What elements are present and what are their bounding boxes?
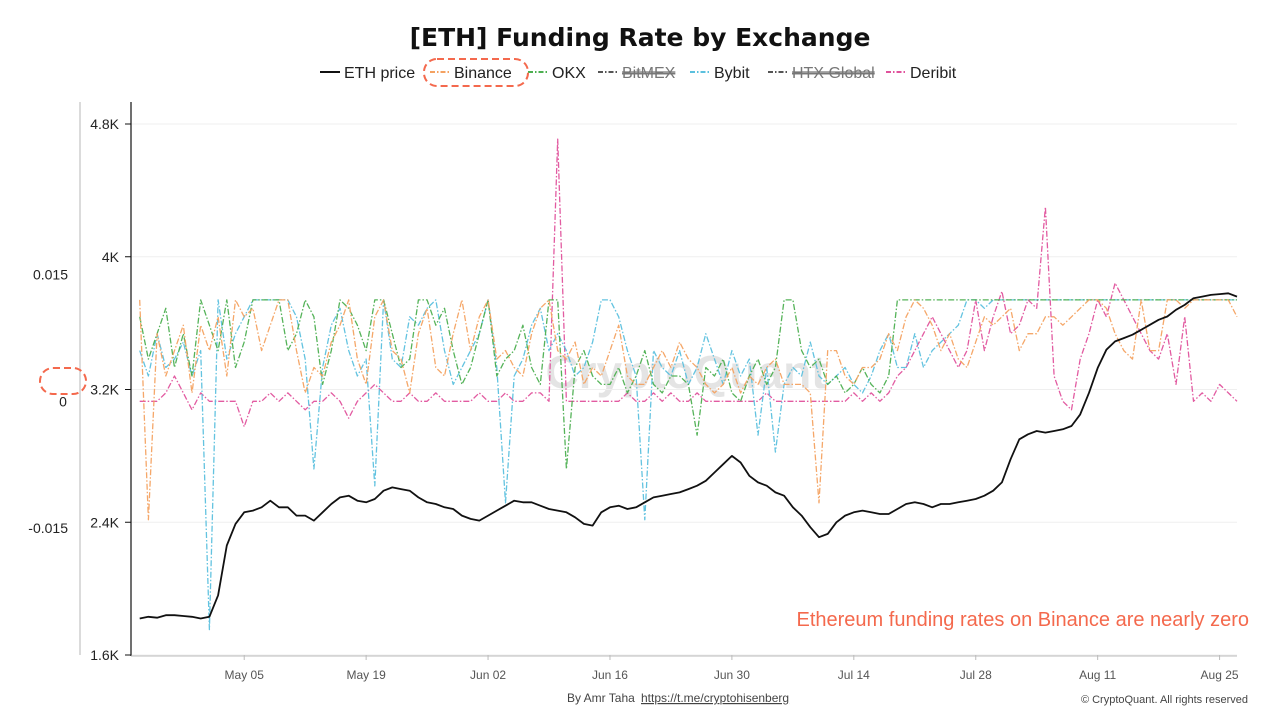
credit-link[interactable]: https://t.me/cryptohisenberg: [641, 691, 789, 705]
funding-tick-label: 0: [59, 393, 67, 409]
legend-label: Bybit: [714, 65, 750, 82]
legend-item-eth-price[interactable]: ETH price: [320, 65, 415, 82]
funding-tick-label: 0.015: [33, 267, 68, 283]
legend-item-okx[interactable]: OKX: [528, 65, 586, 82]
chart-title: [ETH] Funding Rate by Exchange: [410, 23, 871, 52]
x-tick-label: Jun 16: [592, 668, 628, 682]
legend-label: BitMEX: [622, 65, 676, 82]
funding-tick-label: -0.015: [28, 520, 68, 536]
copyright-text: © CryptoQuant. All rights reserved: [1081, 694, 1248, 706]
credit-text: By Amr Taha: [567, 691, 635, 705]
price-axis: 1.6K 2.4K 3.2K 4K 4.8K: [90, 116, 131, 663]
series-lines: [139, 138, 1238, 631]
series-line-eth-price: [139, 292, 1238, 620]
legend-item-deribit[interactable]: Deribit: [886, 65, 957, 82]
legend-label: Binance: [454, 65, 512, 82]
price-tick-label: 4K: [102, 249, 120, 265]
legend-label: OKX: [552, 65, 586, 82]
x-tick-label: May 05: [225, 668, 265, 682]
grid-lines: [131, 123, 1237, 656]
chart-legend: ETH price Binance OKX BitMEX Bybit HTX Global…: [320, 65, 957, 82]
series-line-okx: [139, 299, 1237, 470]
x-tick-label: Jul 14: [838, 668, 870, 682]
price-tick-label: 4.8K: [90, 116, 119, 132]
price-tick-label: 1.6K: [90, 647, 119, 663]
series-line-binance: [139, 299, 1238, 521]
series-line-deribit: [139, 138, 1238, 428]
legend-label: ETH price: [344, 65, 415, 82]
x-tick-label: May 19: [346, 668, 386, 682]
legend-label: HTX Global: [792, 65, 875, 82]
binance-highlight-ring: [423, 58, 529, 87]
legend-item-binance[interactable]: Binance: [430, 65, 512, 82]
legend-item-bybit[interactable]: Bybit: [690, 65, 750, 82]
x-tick-label: Jun 30: [714, 668, 750, 682]
chart-annotation: Ethereum funding rates on Binance are ne…: [797, 609, 1250, 631]
x-tick-label: Jun 02: [470, 668, 506, 682]
price-tick-label: 2.4K: [90, 514, 119, 530]
x-tick-label: Jul 28: [960, 668, 992, 682]
funding-axis: 0.015 0 -0.015: [28, 267, 68, 537]
x-tick-label: Aug 25: [1201, 668, 1239, 682]
zero-highlight-ring: [39, 367, 87, 395]
legend-item-htx-global[interactable]: HTX Global: [768, 65, 875, 82]
x-axis: May 05 May 19 Jun 02 Jun 16 Jun 30 Jul 14 Jul …: [225, 655, 1239, 682]
legend-label: Deribit: [910, 65, 957, 82]
price-tick-label: 3.2K: [90, 382, 119, 398]
legend-item-bitmex[interactable]: BitMEX: [598, 65, 676, 82]
x-tick-label: Aug 11: [1079, 668, 1116, 682]
